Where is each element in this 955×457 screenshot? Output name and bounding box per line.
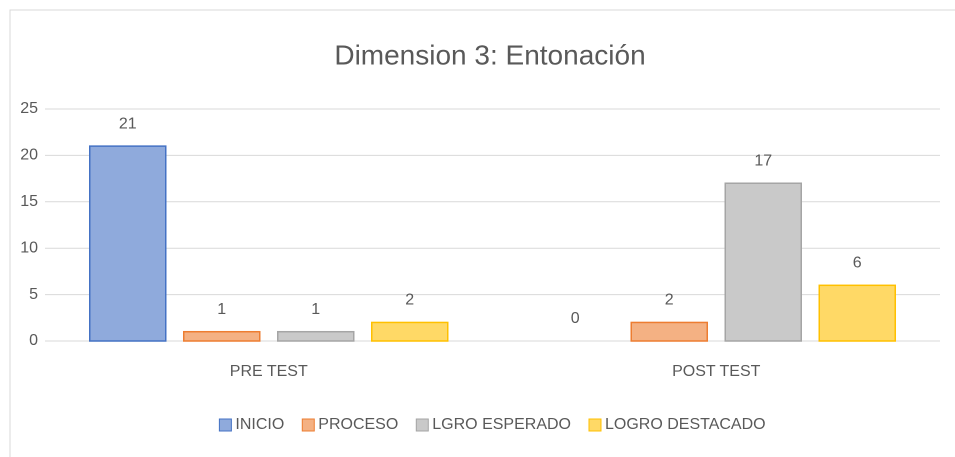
- y-tick-label: 10: [20, 239, 38, 256]
- bar: [630, 321, 708, 342]
- y-tick-label: 0: [29, 332, 38, 349]
- x-tick-label: PRE TEST: [230, 363, 308, 380]
- legend-swatch: [301, 418, 315, 432]
- bar: [183, 330, 261, 342]
- chart-title: Dimension 3: Entonación: [334, 39, 645, 70]
- y-tick-label: 15: [20, 193, 38, 210]
- bar: [818, 284, 896, 342]
- data-label: 21: [119, 115, 137, 132]
- legend-swatch: [415, 418, 429, 432]
- y-tick-label: 20: [20, 147, 38, 164]
- data-label: 2: [405, 292, 414, 309]
- bar: [371, 321, 449, 342]
- data-label: 0: [571, 310, 580, 327]
- data-label: 17: [754, 152, 772, 169]
- legend-swatch: [588, 418, 602, 432]
- bar: [724, 182, 802, 342]
- legend-label: PROCESO: [318, 416, 398, 433]
- data-label: 1: [217, 301, 226, 318]
- data-label: 2: [665, 292, 674, 309]
- y-tick-label: 5: [29, 286, 38, 303]
- data-label: 6: [853, 255, 862, 272]
- legend-label: LGRO ESPERADO: [432, 416, 571, 433]
- bar: [89, 145, 167, 342]
- data-label: 1: [311, 301, 320, 318]
- x-tick-label: POST TEST: [672, 363, 761, 380]
- y-tick-label: 25: [20, 100, 38, 117]
- bar: [277, 330, 355, 342]
- legend-label: INICIO: [235, 416, 284, 433]
- legend-label: LOGRO DESTACADO: [605, 416, 766, 433]
- legend-swatch: [218, 418, 232, 432]
